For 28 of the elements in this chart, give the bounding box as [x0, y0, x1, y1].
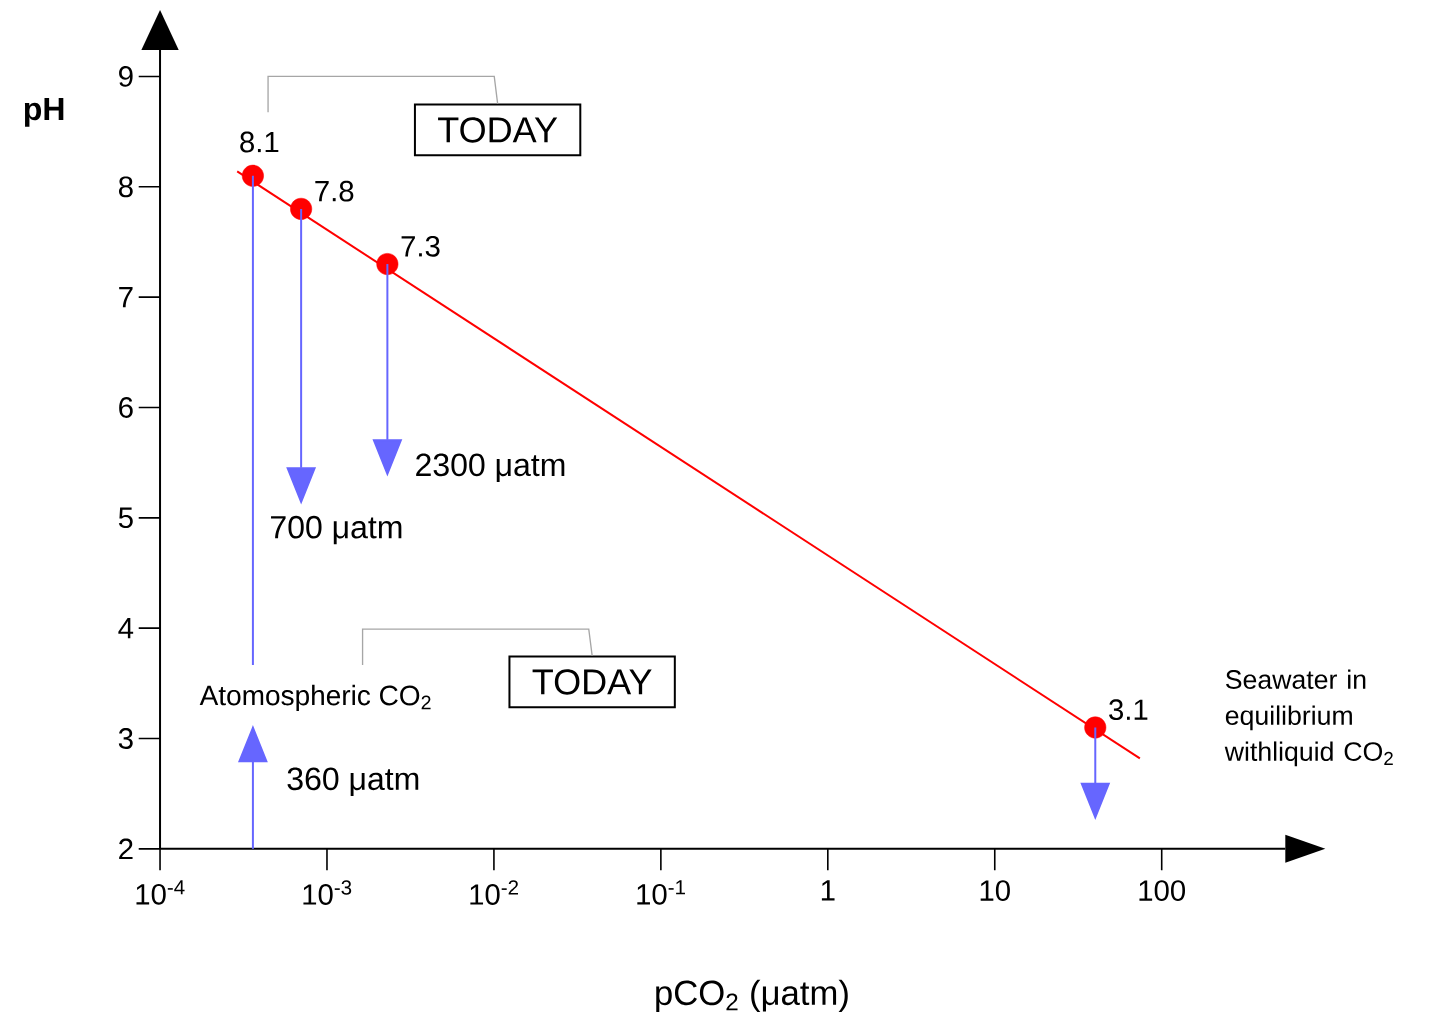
- x-tick-label: 100: [1139, 880, 1186, 902]
- annotation: Atomospheric CO$_{2}$: [199, 684, 431, 711]
- y-tick-label: 2: [119, 838, 133, 860]
- y-tick-label: 4: [118, 618, 134, 639]
- y-tick-label: 7: [119, 287, 133, 308]
- data-label: 8.1: [240, 131, 279, 153]
- annotation: 700 μatm: [271, 515, 402, 545]
- y-tick-label: 3: [118, 728, 133, 749]
- y-axis-title: pH: [24, 98, 64, 127]
- x-tick-label: 10$^{-2}$: [470, 880, 519, 905]
- x-tick-label: 10: [980, 880, 1010, 902]
- x-tick-label: 10$^{-3}$: [303, 880, 352, 905]
- data-label: 7.3: [401, 235, 440, 257]
- y-tick-label: 5: [118, 507, 133, 529]
- annotation: TODAY: [532, 669, 652, 695]
- y-tick-label: 6: [119, 397, 133, 418]
- x-tick-label: 1: [821, 880, 835, 901]
- y-tick-label: 9: [119, 66, 133, 87]
- y-tick-label: 8: [118, 176, 133, 198]
- annotation: TODAY: [438, 117, 558, 143]
- x-tick-label: 10$^{-4}$: [136, 880, 185, 905]
- x-tick-label: 10$^{-1}$: [637, 880, 685, 905]
- annotation: 2300 μatm: [416, 453, 565, 483]
- x-axis-title: pCO$_{2}$ (μatm): [656, 979, 848, 1013]
- data-label: 7.8: [315, 180, 354, 202]
- data-label: 3.1: [1109, 699, 1148, 721]
- annotation: Seawater in equilibrium withliquid CO$_{2}$: [1224, 669, 1393, 767]
- annotation: 360 μatm: [287, 767, 419, 797]
